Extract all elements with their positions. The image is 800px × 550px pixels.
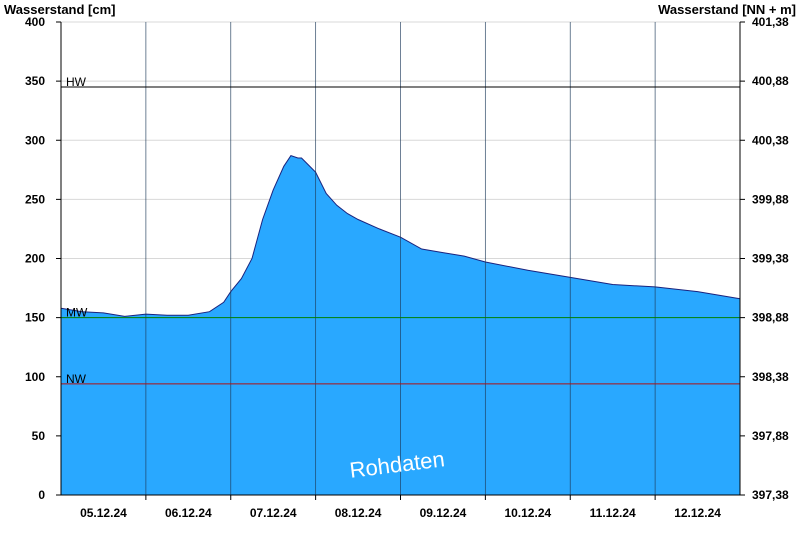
left-tick-label: 100 [25, 370, 45, 384]
left-tick-label: 50 [32, 429, 46, 443]
right-tick-label: 399,38 [752, 252, 789, 266]
right-tick-label: 400,88 [752, 74, 789, 88]
reference-label-nw: NW [66, 372, 87, 386]
x-tick-label: 12.12.24 [674, 506, 721, 520]
x-tick-label: 09.12.24 [420, 506, 467, 520]
x-ticks: 05.12.24 06.12.24 07.12.24 08.12.24 09.12.24… [80, 495, 721, 520]
right-tick-label: 398,38 [752, 370, 789, 384]
right-tick-label: 397,38 [752, 488, 789, 502]
reference-lines: HW MW NW [61, 75, 740, 386]
day-separator-lines [145, 22, 656, 495]
water-level-line [60, 155, 741, 317]
right-tick-label: 398,88 [752, 311, 789, 325]
x-tick-label: 11.12.24 [590, 506, 636, 520]
right-y-ticks: 397,38 397,88 398,38 398,88 399,38 399,88 400,… [740, 15, 789, 502]
left-y-ticks: 0 50 100 150 200 250 300 350 400 [25, 15, 61, 502]
reference-label-mw: MW [66, 306, 88, 320]
left-tick-label: 400 [25, 15, 45, 29]
left-axis-title: Wasserstand [cm] [4, 2, 116, 17]
x-tick-label: 06.12.24 [165, 506, 212, 520]
left-tick-label: 250 [25, 192, 45, 206]
left-tick-label: 200 [25, 252, 45, 266]
left-tick-label: 150 [25, 311, 45, 325]
right-tick-label: 401,38 [752, 15, 789, 29]
left-tick-label: 300 [25, 133, 45, 147]
x-tick-label: 08.12.24 [335, 506, 382, 520]
x-tick-label: 07.12.24 [250, 506, 297, 520]
x-tick-label: 05.12.24 [80, 506, 127, 520]
right-tick-label: 399,88 [752, 192, 789, 206]
right-tick-label: 400,38 [752, 133, 789, 147]
right-tick-label: 397,88 [752, 429, 789, 443]
left-tick-label: 350 [25, 74, 45, 88]
left-tick-label: 0 [38, 488, 45, 502]
x-tick-label: 10.12.24 [504, 506, 551, 520]
reference-label-hw: HW [66, 75, 87, 89]
right-axis-title: Wasserstand [NN + m] [658, 2, 796, 17]
